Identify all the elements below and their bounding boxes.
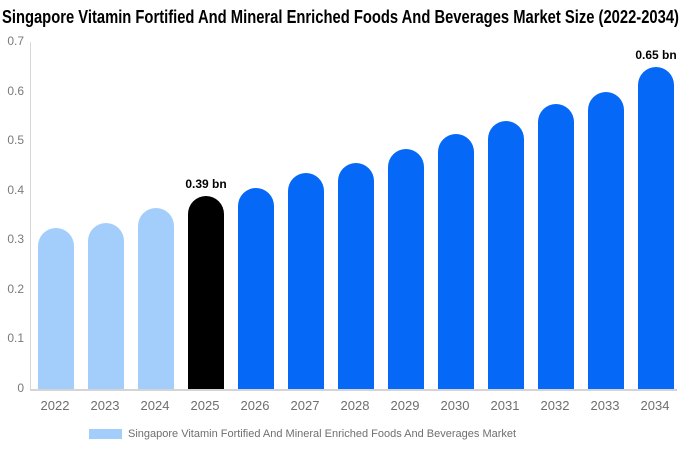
x-tick-2032: 2032 [540, 398, 570, 413]
y-tick-0.4: 0.4 [7, 182, 24, 197]
bar-2023 [88, 222, 124, 389]
bar-2024 [138, 208, 174, 389]
x-tick-2023: 2023 [90, 398, 120, 413]
bar-2026 [238, 188, 274, 389]
x-tick-2026: 2026 [240, 398, 270, 413]
y-tick-0: 0 [17, 381, 24, 395]
bar-2022 [38, 227, 74, 389]
x-tick-2033: 2033 [590, 398, 620, 413]
y-tick-0.6: 0.6 [7, 83, 24, 98]
x-tick-2027: 2027 [290, 398, 320, 413]
y-tick-0.5: 0.5 [7, 133, 24, 148]
chart-title: Singapore Vitamin Fortified And Mineral … [2, 7, 679, 27]
bar-2034 [638, 66, 674, 389]
bar-2029 [388, 148, 424, 389]
legend-swatch [89, 429, 122, 439]
y-tick-0.2: 0.2 [7, 281, 24, 296]
x-tick-2031: 2031 [490, 398, 520, 413]
x-tick-2028: 2028 [340, 398, 370, 413]
y-tick-0.3: 0.3 [7, 232, 24, 247]
x-tick-2030: 2030 [440, 398, 470, 413]
bar-value-label-2025: 0.39 bn [185, 176, 227, 191]
y-tick-0.7: 0.7 [7, 34, 24, 48]
bar-2030 [438, 133, 474, 389]
x-tick-2029: 2029 [390, 398, 420, 413]
legend: Singapore Vitamin Fortified And Mineral … [89, 427, 516, 441]
x-tick-2025: 2025 [190, 398, 220, 413]
bar-2027 [288, 173, 324, 389]
bar-value-label-2034: 0.65 bn [635, 47, 677, 62]
bar-2025 [188, 195, 224, 389]
x-tick-2034: 2034 [640, 398, 670, 413]
bar-2031 [488, 121, 524, 389]
x-tick-2022: 2022 [40, 398, 70, 413]
legend-label: Singapore Vitamin Fortified And Mineral … [128, 428, 517, 440]
bar-2032 [538, 103, 574, 389]
bar-2028 [338, 163, 374, 389]
x-tick-2024: 2024 [140, 398, 170, 413]
plot-area: 0.39 bn 0.65 bn [30, 42, 677, 391]
bar-2033 [588, 91, 624, 389]
y-tick-0.1: 0.1 [7, 331, 24, 346]
